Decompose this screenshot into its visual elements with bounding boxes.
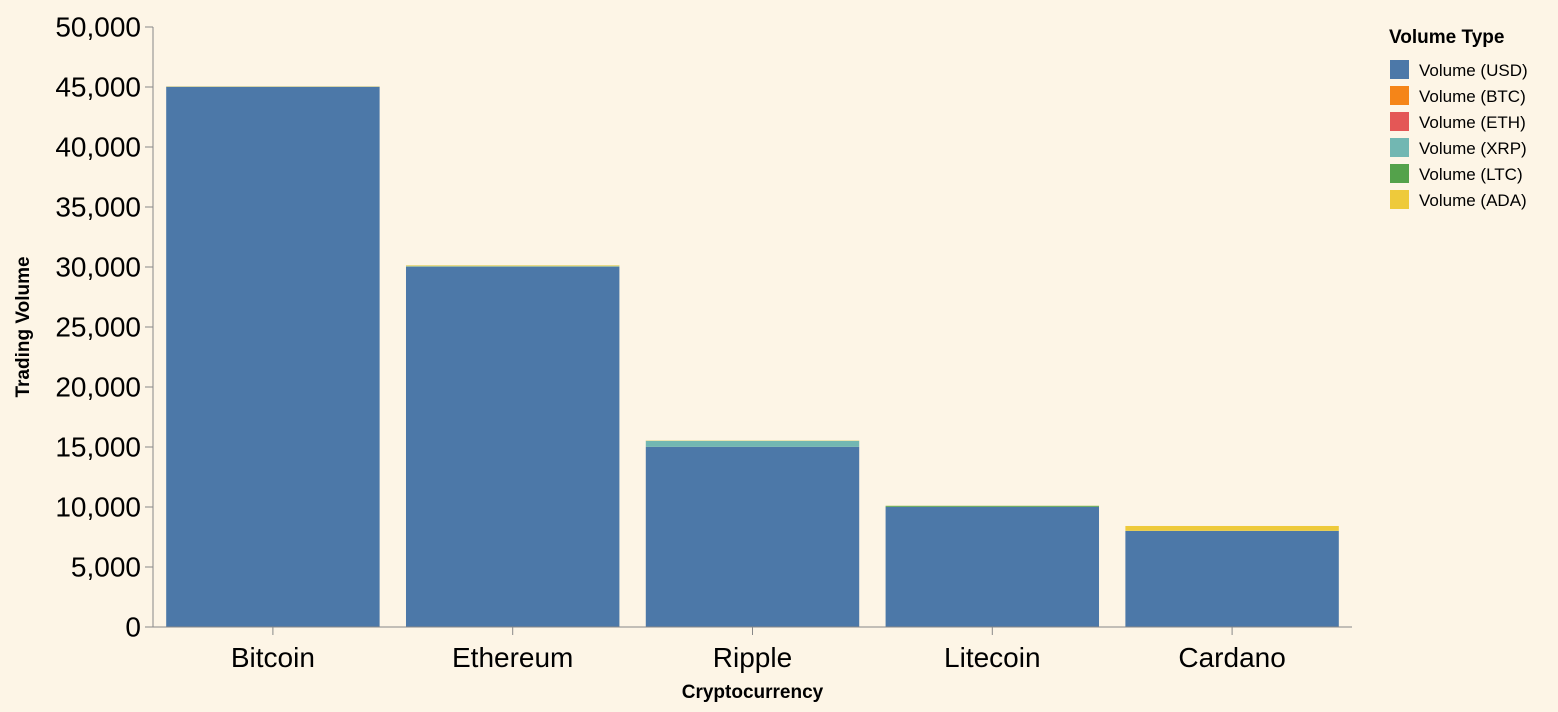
bar-litecoin-series-0 [885, 507, 1100, 627]
x-tick-label-cardano: Cardano [1178, 642, 1285, 673]
legend-swatch [1390, 60, 1409, 79]
y-tick-label: 40,000 [55, 132, 141, 163]
legend-swatch [1390, 86, 1409, 105]
x-tick-label-ripple: Ripple [713, 642, 792, 673]
y-tick-label: 5,000 [71, 552, 141, 583]
y-tick-label: 10,000 [55, 492, 141, 523]
legend-swatch [1390, 112, 1409, 131]
y-tick-label: 25,000 [55, 312, 141, 343]
bar-ripple-series-0 [645, 447, 860, 627]
legend-swatch [1390, 138, 1409, 157]
y-axis-title: Trading Volume [13, 256, 34, 397]
legend-label: Volume (XRP) [1419, 139, 1527, 158]
legend-swatch [1390, 190, 1409, 209]
legend-label: Volume (LTC) [1419, 165, 1523, 184]
legend-title: Volume Type [1389, 27, 1504, 48]
bar-ripple-series-3 [645, 440, 860, 447]
y-tick-label: 15,000 [55, 432, 141, 463]
y-tick-label: 30,000 [55, 252, 141, 283]
bar-ethereum-series-3 [405, 266, 620, 267]
y-tick-label: 20,000 [55, 372, 141, 403]
legend: Volume Type Volume (USD) Volume (BTC) Volu… [1389, 27, 1528, 210]
x-tick-label-litecoin: Litecoin [944, 642, 1041, 673]
x-tick-label-ethereum: Ethereum [452, 642, 573, 673]
bar-ethereum-series-0 [405, 267, 620, 627]
bar-cardano-series-0 [1125, 531, 1339, 627]
legend-swatch [1390, 164, 1409, 183]
bar-bitcoin-series-0 [166, 87, 380, 627]
y-axis: 0 5,000 10,000 15,000 20,000 25,000 30,000 35,0… [55, 12, 154, 643]
y-tick-label: 35,000 [55, 192, 141, 223]
bar-litecoin-series-4 [885, 505, 1100, 507]
bar-cardano-series-5 [1125, 525, 1339, 531]
y-tick-label: 0 [125, 612, 141, 643]
legend-label: Volume (USD) [1419, 61, 1528, 80]
y-tick-label: 45,000 [55, 72, 141, 103]
legend-label: Volume (BTC) [1419, 87, 1526, 106]
legend-label: Volume (ETH) [1419, 113, 1526, 132]
x-axis: Bitcoin Ethereum Ripple Litecoin Cardano [153, 626, 1352, 673]
y-tick-label: 50,000 [55, 12, 141, 43]
bars-group [166, 86, 1339, 627]
x-axis-title: Cryptocurrency [682, 682, 824, 703]
legend-label: Volume (ADA) [1419, 191, 1527, 210]
x-tick-label-bitcoin: Bitcoin [231, 642, 315, 673]
